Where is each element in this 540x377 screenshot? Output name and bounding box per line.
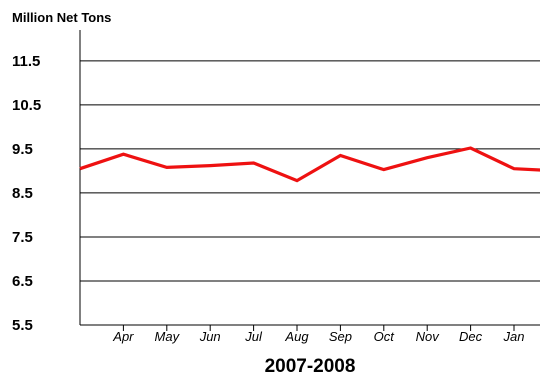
- y-tick-label: 7.5: [12, 229, 33, 246]
- y-tick-label: 9.5: [12, 141, 33, 158]
- x-tick-labels: AprMayJunJulAugSepOctNovDecJanFeb: [112, 329, 525, 344]
- x-tick-label: Jun: [199, 329, 221, 344]
- y-tick-labels: 5.5 6.5 7.5 8.5 9.5 10.5 11.5: [12, 53, 41, 334]
- series-layer: [79, 146, 540, 183]
- x-tick-label: Jan: [503, 329, 525, 344]
- y-axis-unit-label: Million Net Tons: [12, 10, 111, 25]
- x-tick-label: Oct: [374, 329, 396, 344]
- gridlines: [80, 60, 540, 282]
- x-tick-label: Apr: [112, 329, 134, 344]
- y-tick-label: 10.5: [12, 97, 41, 114]
- x-tick-label: Sep: [329, 329, 352, 344]
- x-tick-label: Nov: [416, 329, 441, 344]
- x-tick-label: May: [155, 329, 181, 344]
- x-tick-label: Aug: [284, 329, 309, 344]
- series-line: [79, 146, 540, 183]
- y-tick-label: 5.5: [12, 317, 33, 334]
- x-ticks: [122, 325, 515, 331]
- y-tick-label: 11.5: [12, 53, 40, 70]
- x-tick-label: Jul: [244, 329, 263, 344]
- y-tick-label: 8.5: [12, 185, 33, 202]
- x-tick-label: Dec: [459, 329, 483, 344]
- x-axis-title: 2007-2008: [265, 356, 356, 377]
- y-tick-label: 6.5: [12, 273, 33, 290]
